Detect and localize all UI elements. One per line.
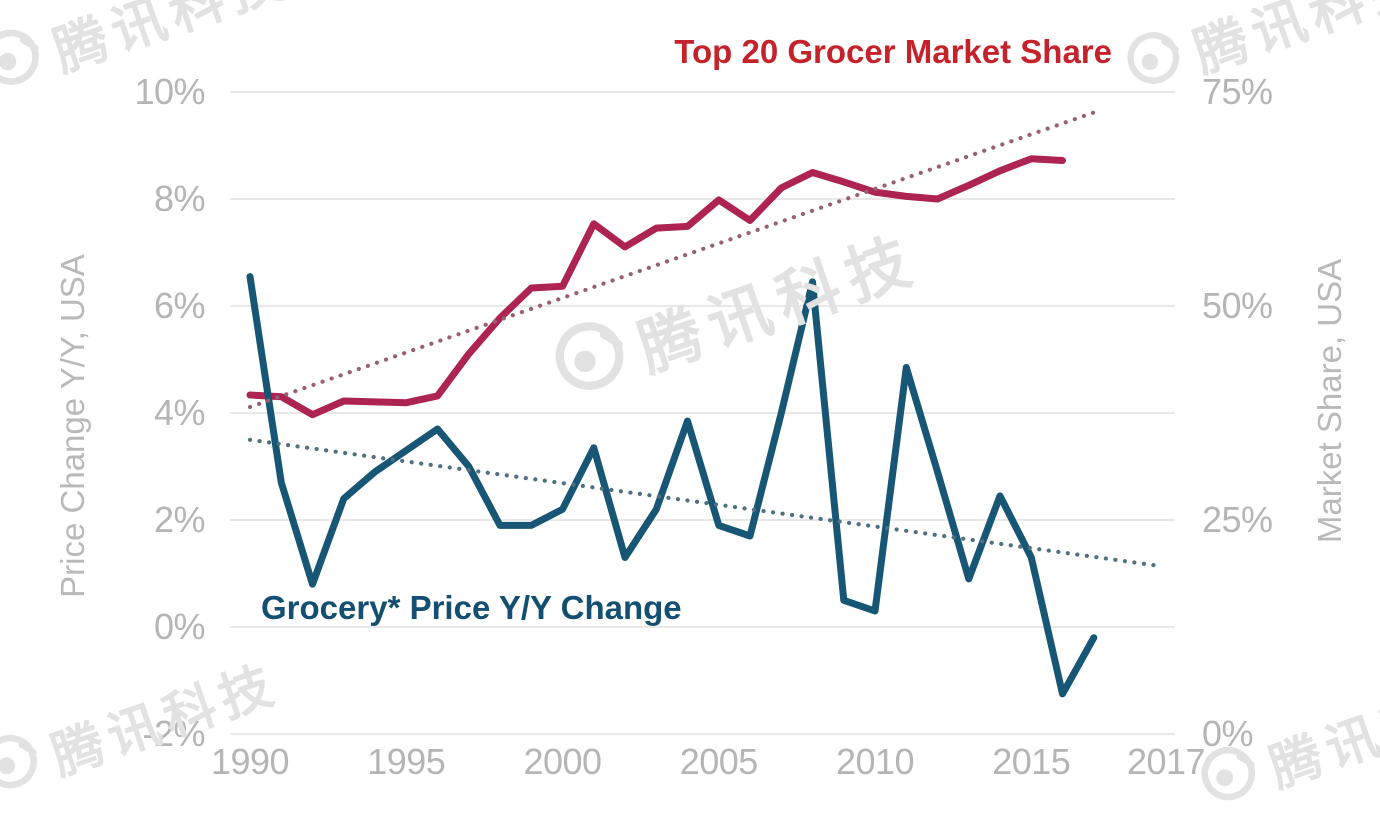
x-axis-tick-label: 1990 [210,741,290,782]
x-axis-tick-label: 2015 [992,741,1071,782]
x-axis-tick-label: 2017 [1126,741,1206,782]
tencent-logo-icon [0,723,53,812]
chart-title-red-series-label: Top 20 Grocer Market Share [674,33,1112,70]
left-axis-tick-label: 4% [153,392,206,433]
watermark-bottom-left: 腾讯科技 [0,642,287,813]
series-line [246,273,1098,698]
left-axis-tick-label: 8% [153,178,206,219]
x-axis-tick-label: 2010 [835,741,915,782]
trend-dotted-line [247,437,1159,568]
x-axis-tick-label: 2005 [679,741,759,782]
left-axis-tick-label: 10% [134,71,205,112]
left-axis-tick-label: -2% [142,713,205,754]
right-axis-tick-label: 50% [1202,285,1273,326]
tencent-logo-icon [541,308,642,419]
watermark-center: 腾讯科技 [541,209,930,419]
right-axis-tick-label: 25% [1202,499,1273,540]
watermark-top-left: 腾讯科技 [0,0,298,111]
watermark-bottom-right: 腾讯科技 [1190,654,1380,824]
x-axis-tick-label: 2000 [523,741,602,782]
tencent-logo-icon [1116,21,1194,107]
x-axis-tick-label: 1995 [367,741,446,782]
tencent-logo-icon [0,18,55,109]
left-axis-tick-label: 2% [153,499,206,540]
blue-series-label: Grocery* Price Y/Y Change [261,589,682,626]
right-axis-title: Market Share, USA [1311,258,1348,544]
left-axis-tick-label: 0% [153,606,206,647]
right-axis-tick-label: 75% [1202,71,1273,112]
series-line [246,155,1066,419]
tencent-logo-icon [1190,735,1270,824]
left-axis-tick-label: 6% [153,285,206,326]
watermark-top-right: 腾讯科技 [1115,0,1380,111]
